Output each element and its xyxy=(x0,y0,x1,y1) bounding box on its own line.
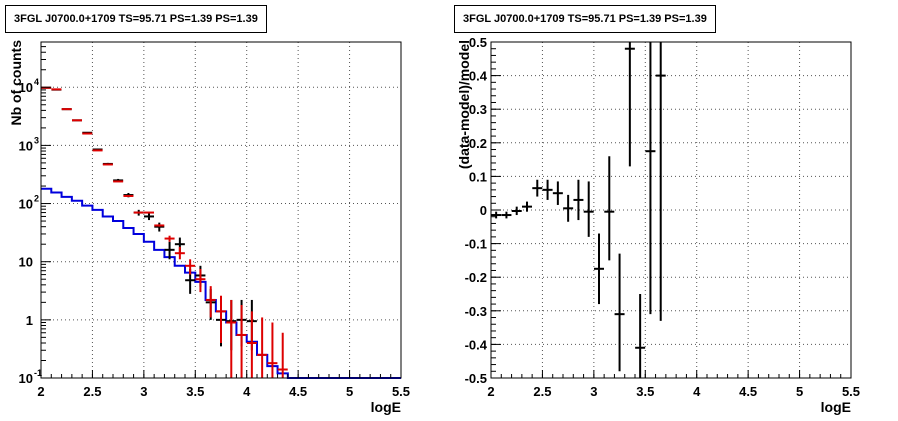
left-ytick-label: 10 xyxy=(19,371,33,386)
model-total-point xyxy=(82,132,93,135)
right-panel-title: 3FGL J0700.0+1709 TS=95.71 PS=1.39 PS=1.… xyxy=(454,5,716,33)
model-total-point xyxy=(133,211,144,214)
residual-point xyxy=(522,201,532,212)
residual-point xyxy=(552,181,563,205)
model-total-point xyxy=(267,322,278,378)
residual-point xyxy=(501,211,512,219)
right-xtick-label: 5 xyxy=(796,384,803,399)
left-ytick-label: 10 xyxy=(19,80,33,95)
right-xtick-label: 5.5 xyxy=(842,384,860,399)
model-total-point xyxy=(113,180,124,183)
residual-point xyxy=(563,194,574,222)
model-total-point xyxy=(92,149,103,152)
residual-point xyxy=(583,181,594,237)
left-xtick-label: 4 xyxy=(243,384,251,399)
left-ytick-exponent: 3 xyxy=(34,135,39,145)
right-ytick-label: 0.5 xyxy=(469,35,487,50)
model-total-point xyxy=(236,305,247,378)
right-xtick-label: 2.5 xyxy=(533,384,551,399)
residual-point xyxy=(532,179,543,197)
residual-point xyxy=(635,294,646,378)
model-total-point xyxy=(257,317,268,378)
model-total-point xyxy=(185,259,196,275)
left-ytick-label: 10 xyxy=(19,138,33,153)
model-total-point xyxy=(205,286,216,318)
left-panel-title: 3FGL J0700.0+1709 TS=95.71 PS=1.39 PS=1.… xyxy=(5,5,267,33)
left-xtick-label: 4.5 xyxy=(289,384,307,399)
left-x-axis-label: logE xyxy=(371,399,401,415)
model-total-point xyxy=(216,295,226,343)
model-total-point xyxy=(277,332,288,378)
residual-point xyxy=(604,156,615,261)
left-ytick-exponent: -1 xyxy=(34,368,42,378)
residual-point xyxy=(624,42,635,167)
right-ytick-label: -0.4 xyxy=(465,337,488,352)
model-total-point xyxy=(123,194,134,197)
model-total-point xyxy=(195,268,206,293)
right-xtick-label: 2 xyxy=(487,384,494,399)
residual-point xyxy=(542,179,553,200)
residual-point xyxy=(645,42,656,315)
left-xtick-label: 2 xyxy=(37,384,44,399)
model-total-point xyxy=(246,311,257,378)
left-ytick-label: 10 xyxy=(19,197,33,212)
right-ytick-label: 0 xyxy=(480,203,487,218)
left-y-axis-label: Nb of counts xyxy=(8,40,24,126)
left-xtick-label: 5.5 xyxy=(392,384,410,399)
model-total-point xyxy=(144,211,154,214)
model-total-point xyxy=(154,224,165,227)
right-ytick-label: 0.2 xyxy=(469,136,487,151)
left-xtick-label: 5 xyxy=(346,384,353,399)
right-y-axis-label: (data-model)/model xyxy=(456,40,472,169)
model-total-point xyxy=(226,299,237,378)
right-ytick-label: -0.5 xyxy=(465,371,487,386)
model-total-point xyxy=(174,246,185,260)
left-ytick-label: 1 xyxy=(26,313,33,328)
model-total-point xyxy=(61,108,72,111)
left-plot-frame xyxy=(40,41,402,379)
left-xtick-label: 3.5 xyxy=(186,384,204,399)
right-ytick-label: 0.1 xyxy=(469,169,487,184)
model-total-point xyxy=(72,119,82,122)
data-point xyxy=(164,241,175,260)
model-total-point xyxy=(164,235,175,242)
data-point xyxy=(144,213,154,221)
right-xtick-label: 4.5 xyxy=(739,384,757,399)
residual-point xyxy=(573,179,584,221)
residual-point xyxy=(655,42,666,321)
residual-point xyxy=(594,233,604,305)
right-ytick-label: -0.2 xyxy=(465,270,487,285)
model-total-point xyxy=(102,163,113,166)
right-ytick-label: -0.3 xyxy=(465,304,487,319)
right-xtick-label: 3 xyxy=(590,384,597,399)
left-ytick-exponent: 2 xyxy=(34,194,39,204)
right-ytick-label: -0.1 xyxy=(465,237,487,252)
right-x-axis-label: logE xyxy=(821,399,851,415)
left-xtick-label: 3 xyxy=(140,384,147,399)
right-xtick-label: 3.5 xyxy=(636,384,654,399)
model-total-point xyxy=(51,88,62,91)
right-ytick-label: 0.4 xyxy=(469,69,488,84)
left-xtick-label: 2.5 xyxy=(83,384,101,399)
right-ytick-label: 0.3 xyxy=(469,102,487,117)
residual-point xyxy=(491,211,502,219)
residual-point xyxy=(511,206,522,216)
left-ytick-exponent: 4 xyxy=(34,77,39,87)
residual-point xyxy=(614,253,625,372)
left-ytick-label: 10 xyxy=(19,255,33,270)
right-xtick-label: 4 xyxy=(693,384,701,399)
